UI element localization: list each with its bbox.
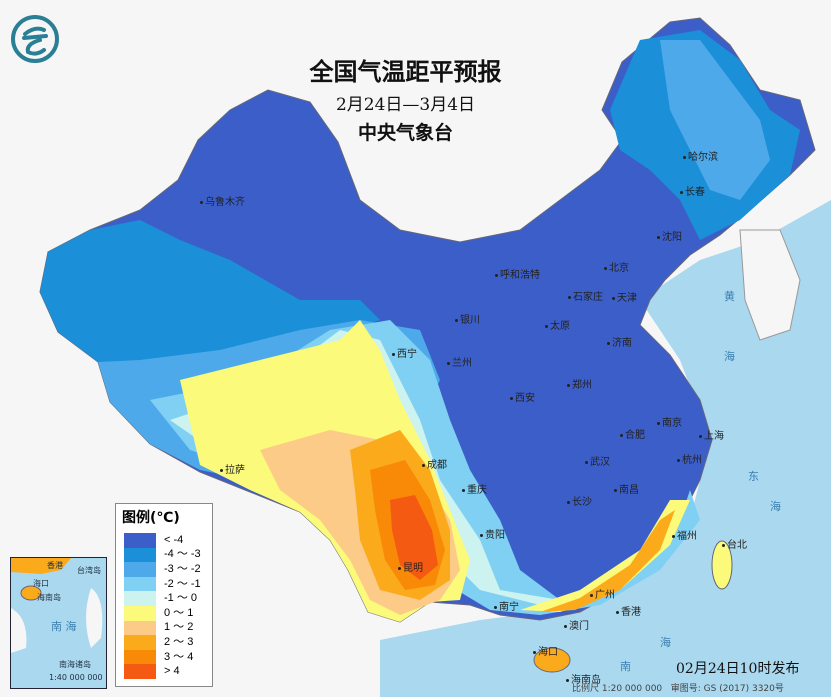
legend-swatch bbox=[124, 620, 156, 636]
city-label: 台北 bbox=[722, 540, 747, 552]
city-label: 长春 bbox=[680, 187, 705, 199]
sea-label: 黄 bbox=[724, 290, 735, 303]
forecast-period: 2月24日—3月4日 bbox=[335, 95, 476, 115]
legend-label: -2 ～ -1 bbox=[164, 577, 201, 590]
city-label: 郑州 bbox=[567, 380, 592, 392]
legend-item: -3 ～ -2 bbox=[116, 562, 212, 577]
legend-swatch bbox=[124, 635, 156, 650]
south-china-sea-inset: 海口 海南岛 香港 台湾岛 南 海 南海诸岛 1:40 000 000 bbox=[10, 557, 107, 689]
city-label: 成都 bbox=[422, 460, 447, 472]
legend-item: < -4 bbox=[116, 533, 212, 548]
inset-label: 海南岛 bbox=[37, 593, 61, 602]
city-label: 南京 bbox=[657, 418, 682, 430]
city-label: 西宁 bbox=[392, 349, 417, 361]
legend-item: -1 ～ 0 bbox=[116, 591, 212, 606]
legend-swatch bbox=[124, 605, 156, 621]
city-label: 昆明 bbox=[398, 563, 423, 575]
city-label: 南昌 bbox=[614, 485, 639, 497]
map-title: 全国气温距平预报 bbox=[309, 57, 502, 86]
issuer: 中央气象台 bbox=[357, 122, 453, 144]
city-label: 海口 bbox=[533, 647, 558, 659]
city-label: 香港 bbox=[616, 607, 641, 619]
inset-scale: 1:40 000 000 bbox=[49, 673, 103, 682]
city-label: 澳门 bbox=[564, 621, 589, 633]
city-label: 海南岛 bbox=[566, 675, 601, 687]
inset-sea-label: 南 海 bbox=[51, 620, 77, 633]
city-label: 北京 bbox=[604, 263, 629, 275]
legend-swatch bbox=[124, 533, 156, 548]
zone-gt4 bbox=[390, 495, 438, 580]
city-label: 银川 bbox=[455, 315, 480, 327]
legend-title: 图例(℃) bbox=[122, 510, 180, 526]
city-label: 广州 bbox=[590, 590, 615, 602]
legend-swatch bbox=[124, 591, 156, 606]
city-label: 济南 bbox=[607, 338, 632, 350]
sea-label: 南 bbox=[620, 660, 631, 673]
city-label: 哈尔滨 bbox=[683, 152, 718, 164]
legend-label: -3 ～ -2 bbox=[164, 562, 201, 575]
city-label: 乌鲁木齐 bbox=[200, 197, 245, 209]
city-label: 武汉 bbox=[585, 457, 610, 469]
legend-swatch bbox=[124, 576, 156, 592]
legend-item: > 4 bbox=[116, 664, 212, 679]
city-label: 沈阳 bbox=[657, 232, 682, 244]
city-label: 重庆 bbox=[462, 485, 487, 497]
legend-label: 1 ～ 2 bbox=[164, 621, 194, 634]
legend-swatch bbox=[124, 649, 156, 665]
sea-label: 东 bbox=[748, 470, 759, 483]
legend-label: -1 ～ 0 bbox=[164, 592, 198, 605]
cma-logo-icon bbox=[11, 15, 59, 63]
sea-label: 海 bbox=[770, 500, 781, 513]
city-label: 南宁 bbox=[494, 602, 519, 614]
legend-label: -4 ～ -3 bbox=[164, 548, 201, 561]
legend-item: 2 ～ 3 bbox=[116, 635, 212, 650]
city-label: 呼和浩特 bbox=[495, 270, 540, 282]
scale-text: 比例尺 1:20 000 000 bbox=[572, 684, 663, 694]
legend-item: -4 ～ -3 bbox=[116, 547, 212, 563]
inset-label: 台湾岛 bbox=[77, 566, 101, 575]
city-label: 长沙 bbox=[567, 497, 592, 509]
zone-ne-light bbox=[660, 40, 770, 200]
city-label: 上海 bbox=[699, 431, 724, 443]
city-label: 拉萨 bbox=[220, 465, 245, 477]
city-label: 兰州 bbox=[447, 358, 472, 370]
legend-item: 0 ～ 1 bbox=[116, 605, 212, 621]
city-label: 天津 bbox=[612, 293, 637, 305]
legend-label: 3 ～ 4 bbox=[164, 650, 194, 663]
sea-label: 海 bbox=[660, 636, 671, 649]
city-label: 西安 bbox=[510, 393, 535, 405]
legend-swatch bbox=[124, 664, 156, 679]
city-label: 杭州 bbox=[677, 455, 702, 467]
publish-time: 02月24日10时发布 bbox=[676, 661, 800, 677]
city-label: 合肥 bbox=[620, 430, 645, 442]
legend-swatch bbox=[124, 562, 156, 577]
map-scale-info: 比例尺 1:20 000 000 审图号: GS (2017) 3320号 bbox=[572, 681, 784, 694]
sea-label: 海 bbox=[724, 350, 735, 363]
legend-item: 1 ～ 2 bbox=[116, 620, 212, 636]
legend-label: < -4 bbox=[164, 533, 184, 546]
city-label: 石家庄 bbox=[568, 292, 603, 304]
legend-item: -2 ～ -1 bbox=[116, 576, 212, 592]
legend-item: 3 ～ 4 bbox=[116, 649, 212, 665]
legend-label: > 4 bbox=[164, 665, 180, 678]
inset-label: 海口 bbox=[33, 579, 49, 588]
inset-label: 香港 bbox=[47, 561, 63, 570]
legend-label: 0 ～ 1 bbox=[164, 606, 194, 619]
inset-title: 南海诸岛 bbox=[59, 660, 91, 669]
map-approval-number: 审图号: GS (2017) 3320号 bbox=[670, 684, 784, 694]
legend-swatch bbox=[124, 547, 156, 563]
legend-label: 2 ～ 3 bbox=[164, 635, 194, 648]
city-label: 太原 bbox=[545, 321, 570, 333]
korea-peninsula bbox=[739, 229, 801, 341]
city-label: 福州 bbox=[672, 531, 697, 543]
city-label: 贵阳 bbox=[480, 530, 505, 542]
